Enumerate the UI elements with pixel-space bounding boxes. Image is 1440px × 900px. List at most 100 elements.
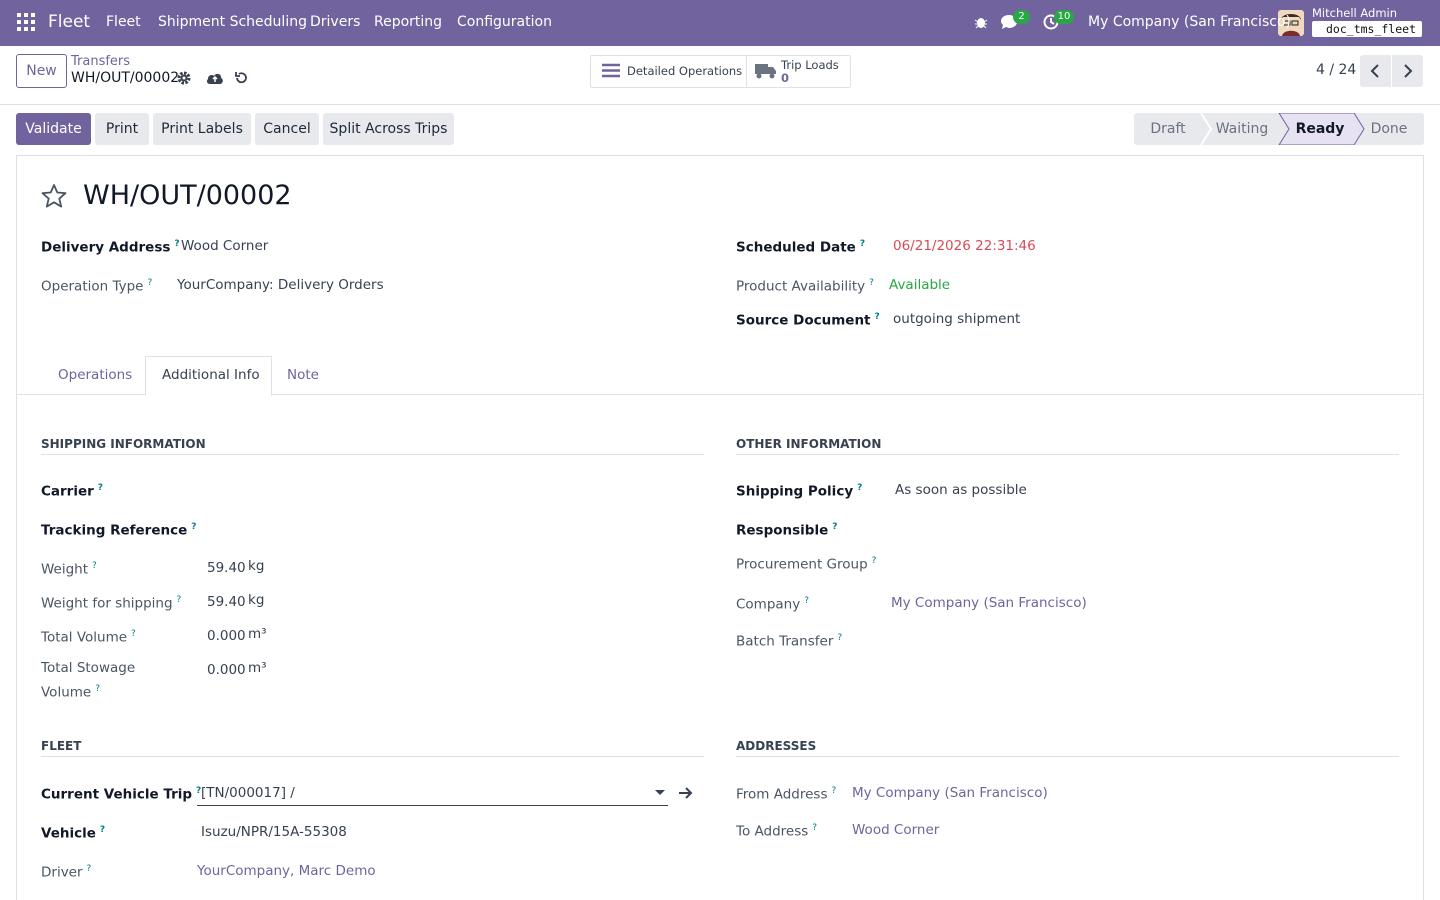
cancel-button[interactable]: Cancel (255, 113, 319, 145)
active-stage-bg (1278, 113, 1365, 145)
pager-next[interactable] (1392, 55, 1423, 87)
help-tooltip[interactable]: ? (837, 633, 843, 643)
messages-badge: 2 (1013, 10, 1030, 24)
field-label: Driver? (41, 859, 91, 883)
print-button[interactable]: Print (95, 113, 149, 145)
field-value[interactable]: Wood Corner (852, 822, 940, 838)
help-tooltip[interactable]: ? (92, 561, 97, 571)
label-text: Batch Transfer (736, 633, 834, 650)
new-button[interactable]: New (16, 54, 67, 88)
status-stage[interactable]: Done (1370, 121, 1408, 137)
company-switcher[interactable]: My Company (San Francisco) (1088, 14, 1291, 30)
menu-item[interactable]: Shipment Scheduling (158, 14, 307, 30)
field-label: Product Availability? (736, 273, 874, 297)
field-label: Shipping Policy? (736, 478, 862, 502)
smart-buttons (590, 55, 851, 88)
field-label: Total Stowage Volume? (41, 658, 166, 704)
help-tooltip[interactable]: ? (874, 312, 880, 322)
help-tooltip[interactable]: ? (812, 823, 818, 833)
menu-item[interactable]: Reporting (374, 14, 443, 30)
status-stage[interactable]: Draft (1150, 121, 1186, 137)
tab[interactable]: Note (287, 367, 319, 383)
help-tooltip[interactable]: ? (86, 864, 92, 874)
status-stage[interactable]: Ready (1295, 121, 1345, 137)
menu-item[interactable]: Configuration (457, 14, 552, 30)
label-text: Carrier (41, 483, 94, 500)
help-tooltip[interactable]: ? (859, 239, 866, 249)
section-title: SHIPPING INFORMATION (41, 437, 206, 451)
field-value[interactable]: YourCompany, Marc Demo (197, 863, 376, 879)
label-text: Scheduled Date (736, 239, 856, 256)
tabs-border (17, 394, 1423, 395)
save-icon[interactable] (206, 71, 224, 85)
pager-value[interactable]: 4 / 24 (1316, 62, 1357, 78)
tab[interactable]: Additional Info (162, 367, 260, 383)
breadcrumb-current: WH/OUT/00002 (71, 70, 180, 86)
field-label: Total Volume? (41, 624, 136, 648)
label-text: From Address (736, 786, 828, 803)
help-tooltip[interactable]: ? (857, 483, 863, 493)
tab[interactable]: Operations (58, 367, 133, 383)
label-text: Source Document (736, 312, 871, 329)
user-avatar[interactable] (1278, 10, 1304, 36)
field-value: YourCompany: Delivery Orders (177, 277, 384, 293)
field-value[interactable]: My Company (San Francisco) (891, 595, 1087, 611)
field-unit: m³ (248, 626, 267, 642)
debug-icon[interactable] (974, 15, 988, 29)
trip-input-underline (197, 805, 668, 806)
open-trip-arrow[interactable] (678, 786, 694, 800)
help-tooltip[interactable]: ? (174, 239, 180, 249)
field-value[interactable]: My Company (San Francisco) (852, 785, 1048, 801)
menu-item[interactable]: Drivers (310, 14, 361, 30)
help-tooltip[interactable]: ? (832, 522, 838, 532)
form-sheet (16, 155, 1424, 900)
help-tooltip[interactable]: ? (99, 825, 106, 835)
field-label: Tracking Reference? (41, 517, 196, 541)
help-tooltip[interactable]: ? (804, 596, 810, 606)
dropdown-caret[interactable] (655, 790, 665, 796)
field-label: To Address? (736, 818, 817, 842)
help-tooltip[interactable]: ? (871, 556, 877, 566)
settings-icon[interactable] (177, 71, 191, 85)
section-divider (41, 454, 704, 455)
help-tooltip[interactable]: ? (131, 629, 136, 639)
help-tooltip[interactable]: ? (869, 278, 874, 288)
help-tooltip[interactable]: ? (191, 522, 197, 532)
field-label: Current Vehicle Trip? (41, 781, 201, 805)
help-tooltip[interactable]: ? (831, 786, 837, 796)
label-text: Weight (41, 561, 89, 578)
help-tooltip[interactable]: ? (97, 483, 104, 493)
help-tooltip[interactable]: ? (176, 595, 182, 605)
field-label: Vehicle? (41, 820, 105, 844)
section-title: ADDRESSES (736, 739, 817, 753)
truck-icon[interactable] (755, 62, 777, 79)
help-tooltip[interactable]: ? (147, 278, 153, 288)
favorite-star[interactable] (40, 183, 68, 209)
validate-button[interactable]: Validate (16, 113, 91, 145)
field-value: 0.000 (207, 628, 246, 644)
smart-button-label[interactable]: Trip Loads (781, 58, 839, 72)
label-text: Company (736, 596, 801, 613)
help-tooltip[interactable]: ? (196, 786, 202, 796)
split-button[interactable]: Split Across Trips (323, 113, 454, 145)
activities-badge: 10 (1054, 10, 1074, 24)
field-value: 59.40 (207, 594, 246, 610)
smart-button-label[interactable]: Detailed Operations (627, 64, 743, 78)
field-label: Weight? (41, 556, 97, 580)
pager-previous[interactable] (1360, 55, 1391, 87)
apps-icon[interactable] (17, 13, 35, 31)
label-text: Tracking Reference (41, 522, 188, 539)
help-tooltip[interactable]: ? (95, 684, 100, 694)
status-stage[interactable]: Waiting (1215, 121, 1269, 137)
print-labels-button[interactable]: Print Labels (153, 113, 251, 145)
breadcrumb-parent[interactable]: Transfers (71, 54, 131, 69)
menu-item[interactable]: Fleet (106, 14, 141, 30)
detailed-ops-icon[interactable] (602, 63, 620, 78)
field-value: 59.40 (207, 560, 246, 576)
discard-icon[interactable] (234, 71, 248, 85)
field-label: Source Document? (736, 307, 880, 331)
label-text: Procurement Group (736, 556, 868, 573)
section-divider (736, 756, 1399, 757)
label-text: Shipping Policy (736, 483, 854, 500)
